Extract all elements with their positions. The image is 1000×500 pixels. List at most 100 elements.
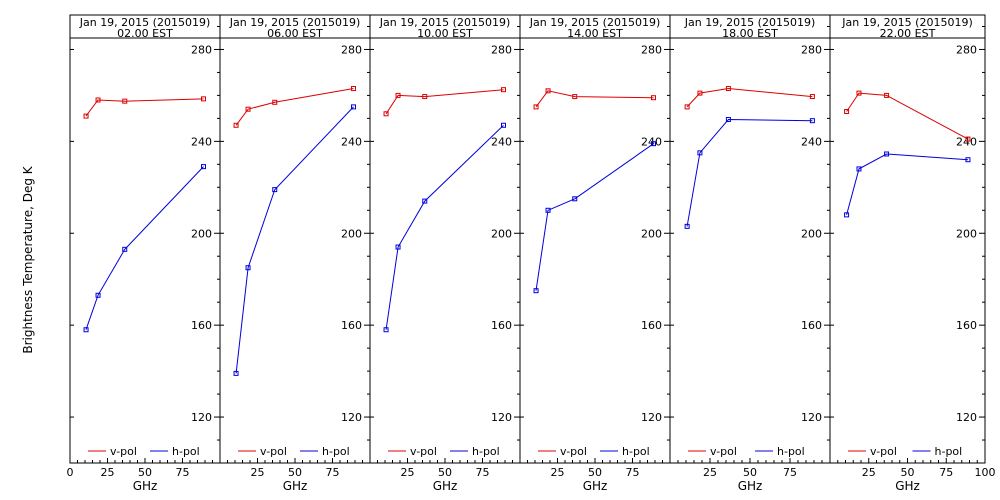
y-tick-label: 240 (491, 135, 512, 148)
x-tick-label: 50 (438, 466, 452, 479)
x-tick-label: 0 (67, 466, 74, 479)
y-tick-label: 160 (491, 319, 512, 332)
panel-frame (829, 14, 986, 464)
panel-frame (519, 14, 671, 464)
y-tick-label: 200 (191, 227, 212, 240)
data-point-h-pol (122, 246, 128, 252)
x-tick-label: 50 (288, 466, 302, 479)
data-point-v-pol (697, 90, 703, 96)
data-point-v-pol (725, 86, 731, 92)
legend-label-v-pol: v-pol (110, 445, 137, 458)
data-point-v-pol (572, 94, 578, 100)
panel-time-label: 06.00 EST (267, 27, 323, 40)
panel-title: Jan 19, 2015 (2015019) (229, 16, 361, 29)
legend-label-v-pol: v-pol (560, 445, 587, 458)
data-point-h-pol (245, 265, 251, 271)
y-tick-label: 120 (641, 411, 662, 424)
legend-label-h-pol: h-pol (172, 445, 200, 458)
data-point-h-pol (684, 223, 690, 229)
panel-frame (669, 14, 831, 464)
data-point-v-pol (533, 104, 539, 110)
series-line-h-pol (686, 118, 813, 227)
y-tick-label: 240 (341, 135, 362, 148)
x-tick-label: 75 (326, 466, 340, 479)
panel-time-label: 10.00 EST (417, 27, 473, 40)
data-point-v-pol (201, 96, 206, 102)
data-point-v-pol (83, 113, 89, 119)
x-tick-label: 75 (783, 466, 797, 479)
y-tick-label: 160 (801, 319, 822, 332)
data-point-h-pol (383, 327, 389, 333)
x-tick-label: 75 (626, 466, 640, 479)
y-tick-label: 120 (191, 411, 212, 424)
panel-frame (69, 14, 221, 464)
x-tick-label: 50 (901, 466, 915, 479)
y-tick-label: 160 (191, 319, 212, 332)
data-point-v-pol (122, 98, 128, 104)
y-tick-label: 280 (801, 43, 822, 56)
data-point-h-pol (95, 292, 101, 298)
data-point-h-pol (233, 370, 239, 376)
series-line-v-pol (235, 88, 354, 126)
data-point-h-pol (533, 288, 539, 294)
y-tick-label: 160 (641, 319, 662, 332)
panel-4: Jan 19, 2015 (2015019)14.00 EST 120 160 200… (519, 14, 671, 493)
legend-label-h-pol: h-pol (472, 445, 500, 458)
data-point-v-pol (272, 99, 278, 105)
x-axis-label: GHz (133, 479, 158, 493)
panel-time-label: 14.00 EST (567, 27, 623, 40)
legend-label-h-pol: h-pol (777, 445, 805, 458)
panels-group: Jan 19, 2015 (2015019) 02.00 EST 120 160 200… (67, 14, 996, 493)
data-point-h-pol (422, 198, 428, 204)
data-point-v-pol (422, 94, 428, 100)
x-axis-label: GHz (433, 479, 458, 493)
panel-title: Jan 19, 2015 (2015019) (841, 16, 973, 29)
data-point-v-pol (965, 136, 971, 142)
y-tick-label: 280 (491, 43, 512, 56)
x-tick-label: 75 (476, 466, 490, 479)
data-point-h-pol (395, 244, 401, 250)
y-tick-label: 200 (641, 227, 662, 240)
legend-label-h-pol: h-pol (322, 445, 350, 458)
series-line-v-pol (385, 89, 504, 115)
y-tick-label: 280 (956, 43, 977, 56)
series-line-v-pol (85, 98, 204, 117)
x-axis-label: GHz (738, 479, 763, 493)
panel-frame (369, 14, 521, 464)
data-point-h-pol (697, 150, 703, 156)
panel-2: Jan 19, 2015 (2015019)06.00 EST 120 160 200… (219, 14, 371, 493)
series-line-v-pol (846, 92, 969, 140)
data-point-h-pol (501, 122, 506, 128)
legend-label-v-pol: v-pol (260, 445, 287, 458)
data-point-h-pol (809, 118, 815, 124)
y-tick-label: 200 (801, 227, 822, 240)
x-tick-label: 75 (176, 466, 190, 479)
data-point-v-pol (245, 106, 251, 112)
data-point-v-pol (395, 92, 401, 98)
data-point-v-pol (844, 108, 850, 114)
panel-time-label: 22.00 EST (880, 27, 936, 40)
data-point-h-pol (272, 187, 278, 193)
y-axis-label: Brightness Temperature, Deg K (21, 165, 35, 353)
legend-label-h-pol: h-pol (935, 445, 963, 458)
x-tick-label: 25 (862, 466, 876, 479)
y-tick-label: 200 (956, 227, 977, 240)
x-tick-label: 75 (939, 466, 953, 479)
data-point-h-pol (201, 164, 206, 170)
series-line-h-pol (535, 143, 654, 291)
series-line-v-pol (535, 90, 654, 108)
y-tick-label: 200 (491, 227, 512, 240)
data-point-h-pol (725, 117, 731, 123)
y-tick-label: 120 (341, 411, 362, 424)
data-point-h-pol (572, 196, 578, 202)
series-line-h-pol (385, 124, 504, 330)
data-point-v-pol (884, 92, 890, 98)
data-point-v-pol (651, 95, 656, 101)
panel-title: Jan 19, 2015 (2015019) (379, 16, 511, 29)
data-point-h-pol (884, 151, 890, 157)
x-tick-label: 25 (401, 466, 415, 479)
data-point-v-pol (95, 97, 101, 103)
data-point-h-pol (965, 157, 971, 163)
legend-label-h-pol: h-pol (622, 445, 650, 458)
panel-time-label: 02.00 EST (117, 27, 173, 40)
